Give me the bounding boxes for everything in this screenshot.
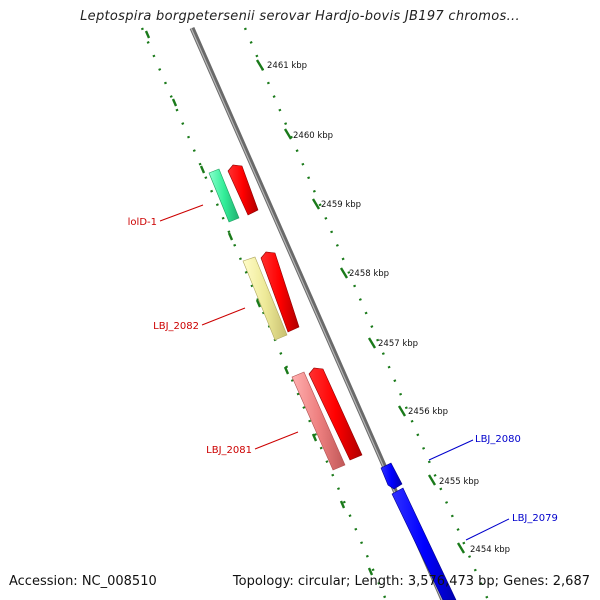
gene-label-LBJ_2079[interactable]: LBJ_2079	[512, 513, 558, 524]
cog-box-LBJ_2081	[291, 371, 346, 471]
gene-arrow-LBJ_2082	[260, 251, 300, 333]
tick-label-2460: 2460 kbp	[293, 131, 333, 141]
tick-label-2457: 2457 kbp	[378, 339, 418, 349]
genome-summary-text: Topology: circular; Length: 3,576,473 bp…	[232, 574, 590, 589]
gene-label-LBJ_2081[interactable]: LBJ_2081	[206, 445, 252, 456]
ruler-outer	[140, 27, 388, 600]
label-leaders	[159, 204, 510, 541]
forward-genes	[227, 164, 363, 461]
ruler-tick-labels: 2461 kbp 2460 kbp 2459 kbp 2458 kbp 2457…	[267, 61, 510, 555]
tick-label-2461: 2461 kbp	[267, 61, 307, 71]
gene-label-lolD-1[interactable]: lolD-1	[128, 217, 157, 228]
gene-arrow-lolD-1	[227, 164, 259, 216]
gene-labels: LBJ_2080 LBJ_2079 lolD-1 LBJ_2082 LBJ_20…	[128, 217, 558, 524]
gene-label-LBJ_2080[interactable]: LBJ_2080	[475, 434, 521, 445]
tick-label-2455: 2455 kbp	[439, 477, 479, 487]
cog-box-lolD-1	[208, 168, 240, 223]
map-title: Leptospira borgpetersenii serovar Hardjo…	[80, 9, 520, 24]
gene-label-LBJ_2082[interactable]: LBJ_2082	[153, 321, 199, 332]
gene-arrow-LBJ_2080	[380, 462, 403, 490]
tick-label-2456: 2456 kbp	[408, 407, 448, 417]
gene-arrow-LBJ_2079	[391, 487, 457, 600]
gene-arrow-LBJ_2081	[308, 367, 363, 461]
accession-text: Accession: NC_008510	[9, 574, 157, 589]
tick-label-2458: 2458 kbp	[349, 269, 389, 279]
tick-label-2459: 2459 kbp	[321, 200, 361, 210]
cog-box-LBJ_2082	[242, 256, 288, 341]
reverse-genes	[380, 462, 457, 600]
ruler-inner	[243, 27, 490, 600]
tick-label-2454: 2454 kbp	[470, 545, 510, 555]
cog-features	[208, 168, 346, 471]
